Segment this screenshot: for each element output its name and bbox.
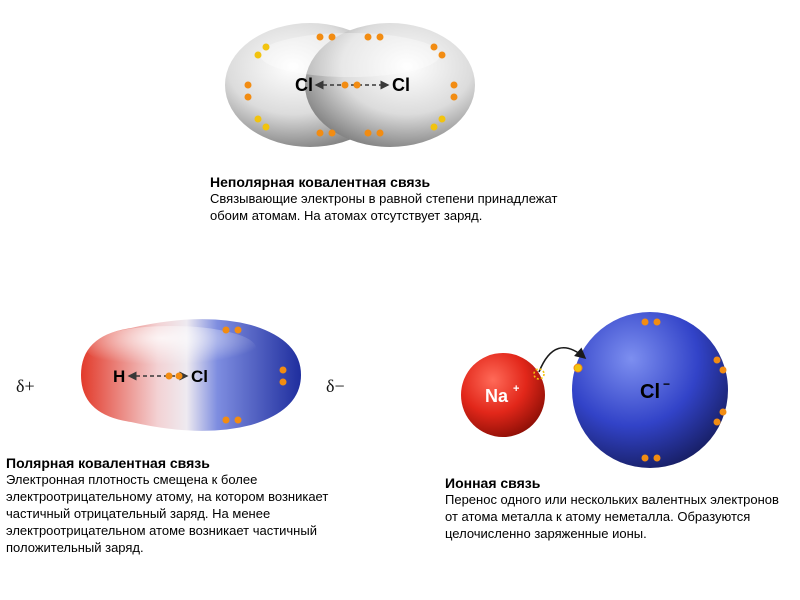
polar-caption: Полярная ковалентная связь Электронная п… <box>6 454 386 557</box>
polar-panel: δ+ δ− H Cl <box>6 300 386 557</box>
cl-sup: − <box>663 377 670 391</box>
nonpolar-desc: Связывающие электроны в равной степени п… <box>210 191 570 225</box>
ionic-panel: Na + Cl − Ионная связь Перенос одного ил… <box>445 300 785 543</box>
cl-label: Cl <box>640 381 660 403</box>
nonpolar-left-label: Cl <box>295 75 313 95</box>
nonpolar-right-label: Cl <box>392 75 410 95</box>
nonpolar-caption: Неполярная ковалентная связь Связывающие… <box>210 173 570 225</box>
polar-desc: Электронная плотность смещена к более эл… <box>6 472 386 556</box>
nonpolar-molecule: Cl Cl <box>210 5 490 165</box>
nonpolar-title: Неполярная ковалентная связь <box>210 173 570 191</box>
ionic-caption: Ионная связь Перенос одного или нескольк… <box>445 474 785 543</box>
na-sup: + <box>513 383 519 395</box>
ionic-title: Ионная связь <box>445 474 785 492</box>
polar-title: Полярная ковалентная связь <box>6 454 386 472</box>
ionic-molecule: Na + Cl − <box>445 300 755 470</box>
transferred-electron <box>574 364 582 372</box>
delta-minus: δ− <box>326 376 345 397</box>
delta-plus: δ+ <box>16 376 35 397</box>
polar-left-label: H <box>113 367 125 386</box>
polar-molecule: H Cl <box>51 300 311 450</box>
na-label: Na <box>485 386 509 406</box>
polar-right-label: Cl <box>191 367 208 386</box>
ionic-desc: Перенос одного или нескольких валентных … <box>445 492 785 543</box>
nonpolar-panel: Cl Cl Неполярная ковалентная связь <box>210 5 570 225</box>
